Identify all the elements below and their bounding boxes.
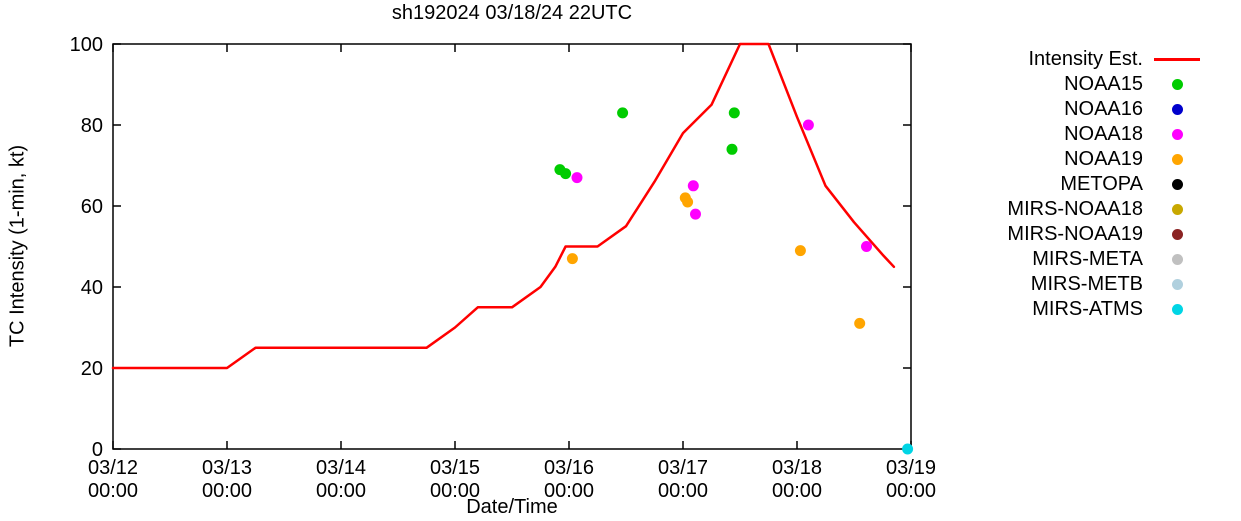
legend-line-sample-icon [1154, 58, 1200, 61]
legend-dot-icon [1171, 229, 1183, 240]
y-tick-label: 40 [81, 277, 103, 299]
y-tick-label: 60 [81, 196, 103, 218]
y-tick-label: 100 [70, 34, 103, 56]
legend-label-mirs-meta: MIRS-META [1032, 248, 1143, 270]
legend-marker-area [1151, 58, 1203, 61]
y-tick-label: 20 [81, 358, 103, 380]
data-point-noaa15 [617, 107, 629, 119]
x-tick-label-time: 00:00 [316, 480, 366, 502]
legend-dot-icon [1171, 279, 1183, 290]
legend-dot-icon [1171, 254, 1183, 265]
x-tick-label-date: 03/14 [316, 457, 366, 479]
data-point-noaa19 [794, 245, 806, 257]
legend-marker-area [1151, 79, 1203, 90]
legend-marker-area [1151, 129, 1203, 140]
legend: Intensity Est. NOAA15 NOAA16 NOAA18 NOAA19 ME… [1003, 47, 1203, 322]
x-tick-label-date: 03/15 [430, 457, 480, 479]
legend-item-noaa16: NOAA16 [1003, 97, 1203, 122]
intensity-line [111, 42, 896, 370]
legend-marker-area [1151, 154, 1203, 165]
data-point-noaa18 [571, 172, 583, 184]
legend-dot-icon [1171, 204, 1183, 215]
chart-title: sh192024 03/18/24 22UTC [391, 2, 633, 24]
legend-dot-icon [1171, 179, 1183, 190]
legend-item-mirs-atms: MIRS-ATMS [1003, 297, 1203, 322]
legend-label-mirs-atms: MIRS-ATMS [1032, 298, 1143, 320]
legend-item-metopa: METOPA [1003, 172, 1203, 197]
data-point-noaa18 [802, 119, 814, 131]
legend-dot-icon [1171, 79, 1183, 90]
x-tick-label-time: 00:00 [772, 480, 822, 502]
data-point-noaa15 [728, 107, 740, 119]
legend-item-noaa19: NOAA19 [1003, 147, 1203, 172]
legend-marker-area [1151, 254, 1203, 265]
legend-item-mirs-metb: MIRS-METB [1003, 272, 1203, 297]
legend-marker-area [1151, 304, 1203, 315]
legend-label-mirs-metb: MIRS-METB [1030, 273, 1143, 295]
data-point-noaa18 [690, 208, 701, 220]
legend-label-metopa: METOPA [1060, 173, 1143, 195]
legend-item-mirs-noaa18: MIRS-NOAA18 [1003, 197, 1203, 222]
legend-dot-icon [1171, 104, 1183, 115]
data-point-noaa18 [861, 241, 872, 252]
legend-label-noaa15: NOAA15 [1064, 73, 1143, 95]
legend-marker-area [1151, 229, 1203, 240]
legend-dot-icon [1171, 129, 1183, 140]
plot-border [112, 43, 912, 450]
x-tick-label-time: 00:00 [544, 480, 594, 502]
legend-item-mirs-meta: MIRS-META [1003, 247, 1203, 272]
x-tick-label-date: 03/16 [544, 457, 594, 479]
x-tick-label-time: 00:00 [202, 480, 252, 502]
x-tick-label-time: 00:00 [886, 480, 936, 502]
legend-label-noaa16: NOAA16 [1064, 98, 1143, 120]
legend-marker-area [1151, 179, 1203, 190]
x-tick-label-time: 00:00 [658, 480, 708, 502]
data-point-noaa19 [854, 317, 866, 329]
legend-label-mirs-noaa19: MIRS-NOAA19 [1007, 223, 1143, 245]
legend-dot-icon [1171, 304, 1183, 315]
legend-item-noaa15: NOAA15 [1003, 72, 1203, 97]
legend-label-mirs-noaa18: MIRS-NOAA18 [1007, 198, 1143, 220]
legend-dot-icon [1171, 154, 1183, 165]
x-tick-label-date: 03/12 [88, 457, 138, 479]
data-point-noaa15 [560, 168, 572, 180]
legend-label-intensity-est-: Intensity Est. [1028, 48, 1144, 70]
legend-item-intensity-est-: Intensity Est. [1003, 47, 1203, 72]
data-point-noaa19 [682, 196, 694, 208]
data-point-noaa15 [726, 143, 738, 155]
data-point-noaa18 [687, 180, 699, 192]
x-tick-label-time: 00:00 [88, 480, 138, 502]
data-point-noaa19 [566, 253, 578, 265]
legend-label-noaa19: NOAA19 [1064, 148, 1143, 170]
legend-marker-area [1151, 104, 1203, 115]
legend-marker-area [1151, 204, 1203, 215]
x-tick-label-date: 03/19 [886, 457, 936, 479]
x-axis-label: Date/Time [466, 496, 558, 518]
legend-item-mirs-noaa19: MIRS-NOAA19 [1003, 222, 1203, 247]
data-point-mirs-atms [902, 443, 914, 455]
x-tick-label-date: 03/18 [772, 457, 822, 479]
x-tick-label-date: 03/17 [658, 457, 708, 479]
y-tick-label: 80 [81, 115, 103, 137]
x-tick-label-time: 00:00 [430, 480, 480, 502]
legend-item-noaa18: NOAA18 [1003, 122, 1203, 147]
x-tick-label-date: 03/13 [202, 457, 252, 479]
y-tick-label: 0 [92, 439, 103, 461]
legend-label-noaa18: NOAA18 [1064, 123, 1143, 145]
legend-marker-area [1151, 279, 1203, 290]
